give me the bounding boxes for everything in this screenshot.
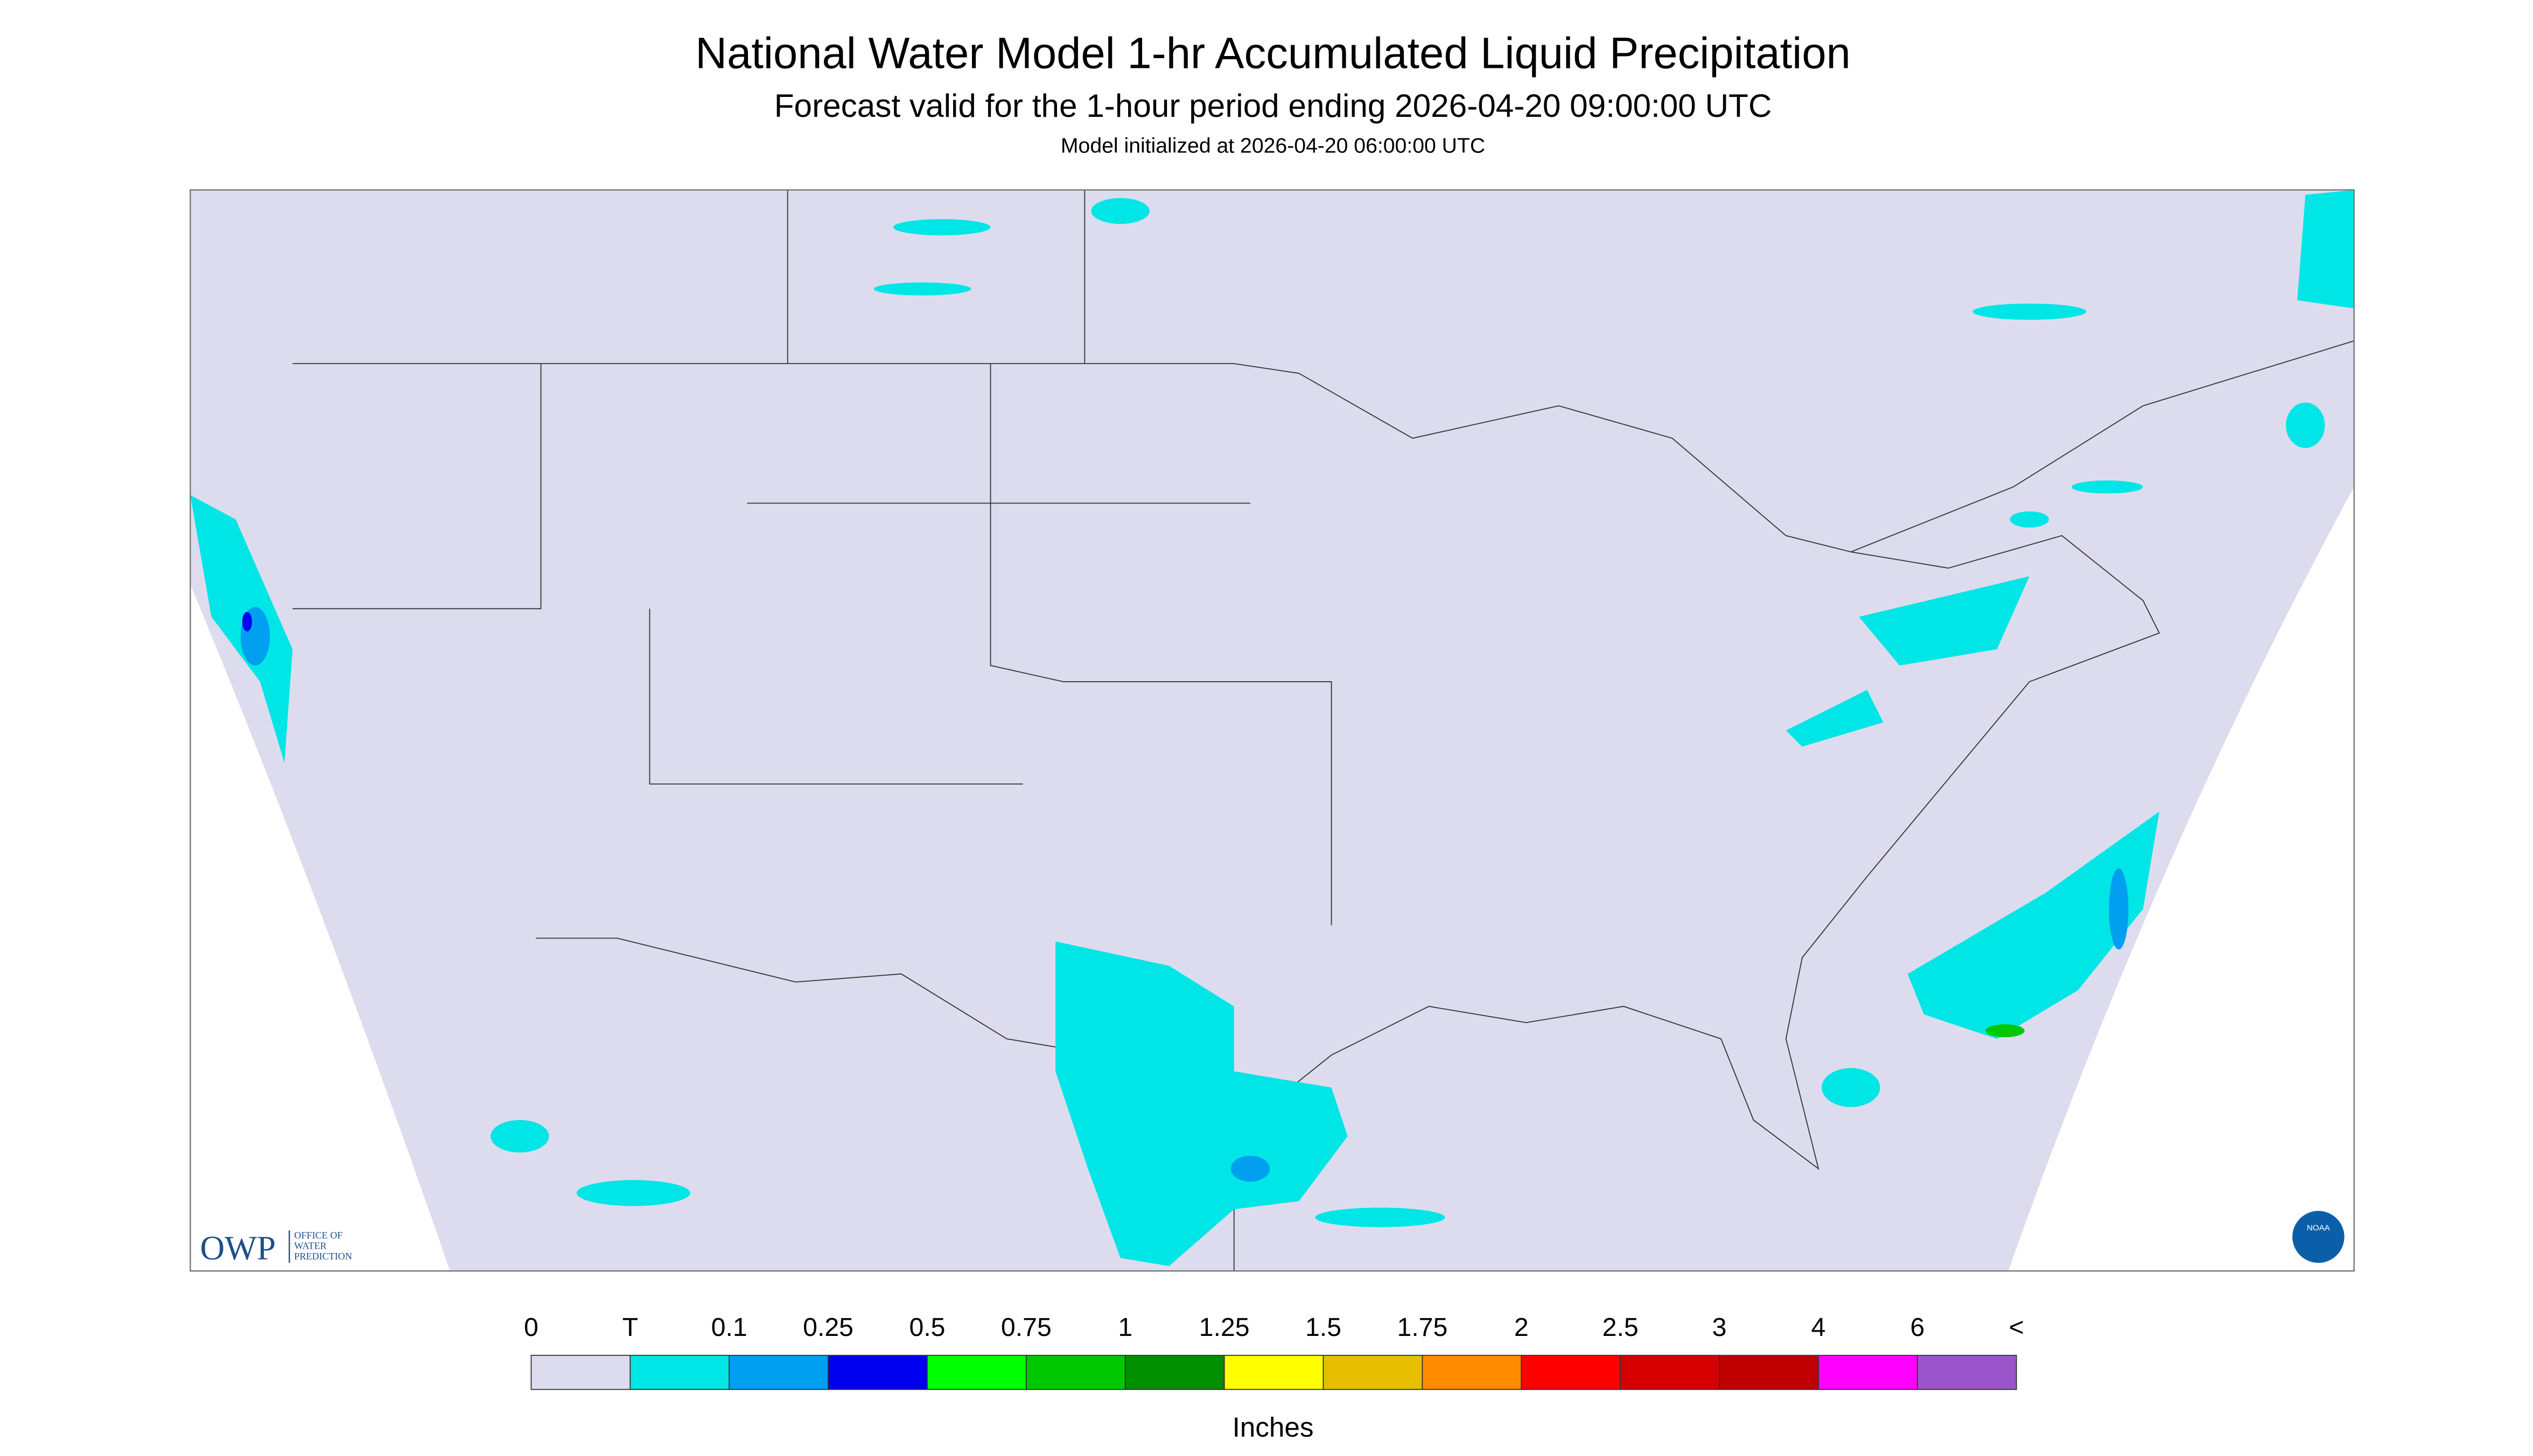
noaa-badge [2292, 1210, 2345, 1263]
legend-label: T [622, 1313, 638, 1342]
legend-label: 1.75 [1397, 1313, 1447, 1342]
title: National Water Model 1-hr Accumulated Li… [695, 29, 1850, 78]
map: OWP OFFICE OF WATER PREDICTION NOAA [190, 189, 2355, 1272]
map-outside-left [190, 584, 450, 1271]
legend-swatch [530, 1355, 631, 1390]
boundaries [292, 190, 2354, 1271]
precip-areas [190, 190, 2354, 1266]
legend-label: < [2009, 1313, 2024, 1342]
legend-label: 2.5 [1603, 1313, 1639, 1342]
legend-swatch [1422, 1355, 1522, 1390]
logo-line: WATER [294, 1241, 327, 1251]
logo-line: OFFICE OF [294, 1230, 342, 1241]
legend-swatch [1818, 1355, 1918, 1390]
legend-swatch [629, 1355, 730, 1390]
legend-swatch [1620, 1355, 1720, 1390]
init-note: Model initialized at 2026-04-20 06:00:00… [1061, 134, 1485, 157]
map-frame [190, 189, 2355, 1272]
logo-acronym: OWP [200, 1229, 276, 1267]
legend-label: 0.5 [909, 1313, 945, 1342]
logo-text: OFFICE OF WATER PREDICTION [294, 1230, 352, 1262]
noaa-badge-text: NOAA [2307, 1223, 2331, 1233]
map-outside-right [2008, 487, 2354, 1271]
legend-label: 1 [1118, 1313, 1132, 1342]
legend-swatch [927, 1355, 1027, 1390]
legend-unit: Inches [1233, 1412, 1314, 1443]
legend-label: 2 [1514, 1313, 1529, 1342]
legend-label: 4 [1811, 1313, 1826, 1342]
legend-label: 3 [1712, 1313, 1727, 1342]
legend-label: 1.5 [1305, 1313, 1341, 1342]
legend-label: 1.25 [1199, 1313, 1250, 1342]
legend-swatch [1025, 1355, 1126, 1390]
subtitle: Forecast valid for the 1-hour period end… [774, 87, 1772, 124]
legend-swatch [828, 1355, 928, 1390]
legend-label: 0.1 [711, 1313, 747, 1342]
legend-swatch [1719, 1355, 1819, 1390]
logo-line: PREDICTION [294, 1251, 352, 1262]
legend-swatch [1323, 1355, 1423, 1390]
legend-label: 0.25 [803, 1313, 853, 1342]
legend-label: 0 [524, 1313, 538, 1342]
legend-swatch [729, 1355, 829, 1390]
legend-label: 0.75 [1001, 1313, 1052, 1342]
legend: 0 T 0.1 0.25 0.5 0.75 1 1.25 1.5 1.75 2 2.5 3 4 6 < [524, 1313, 2024, 1390]
legend-swatch [1223, 1355, 1324, 1390]
legend-swatch [1124, 1355, 1225, 1390]
legend-swatch [1521, 1355, 1621, 1390]
legend-label: 6 [1910, 1313, 1925, 1342]
legend-swatch [1916, 1355, 2017, 1390]
